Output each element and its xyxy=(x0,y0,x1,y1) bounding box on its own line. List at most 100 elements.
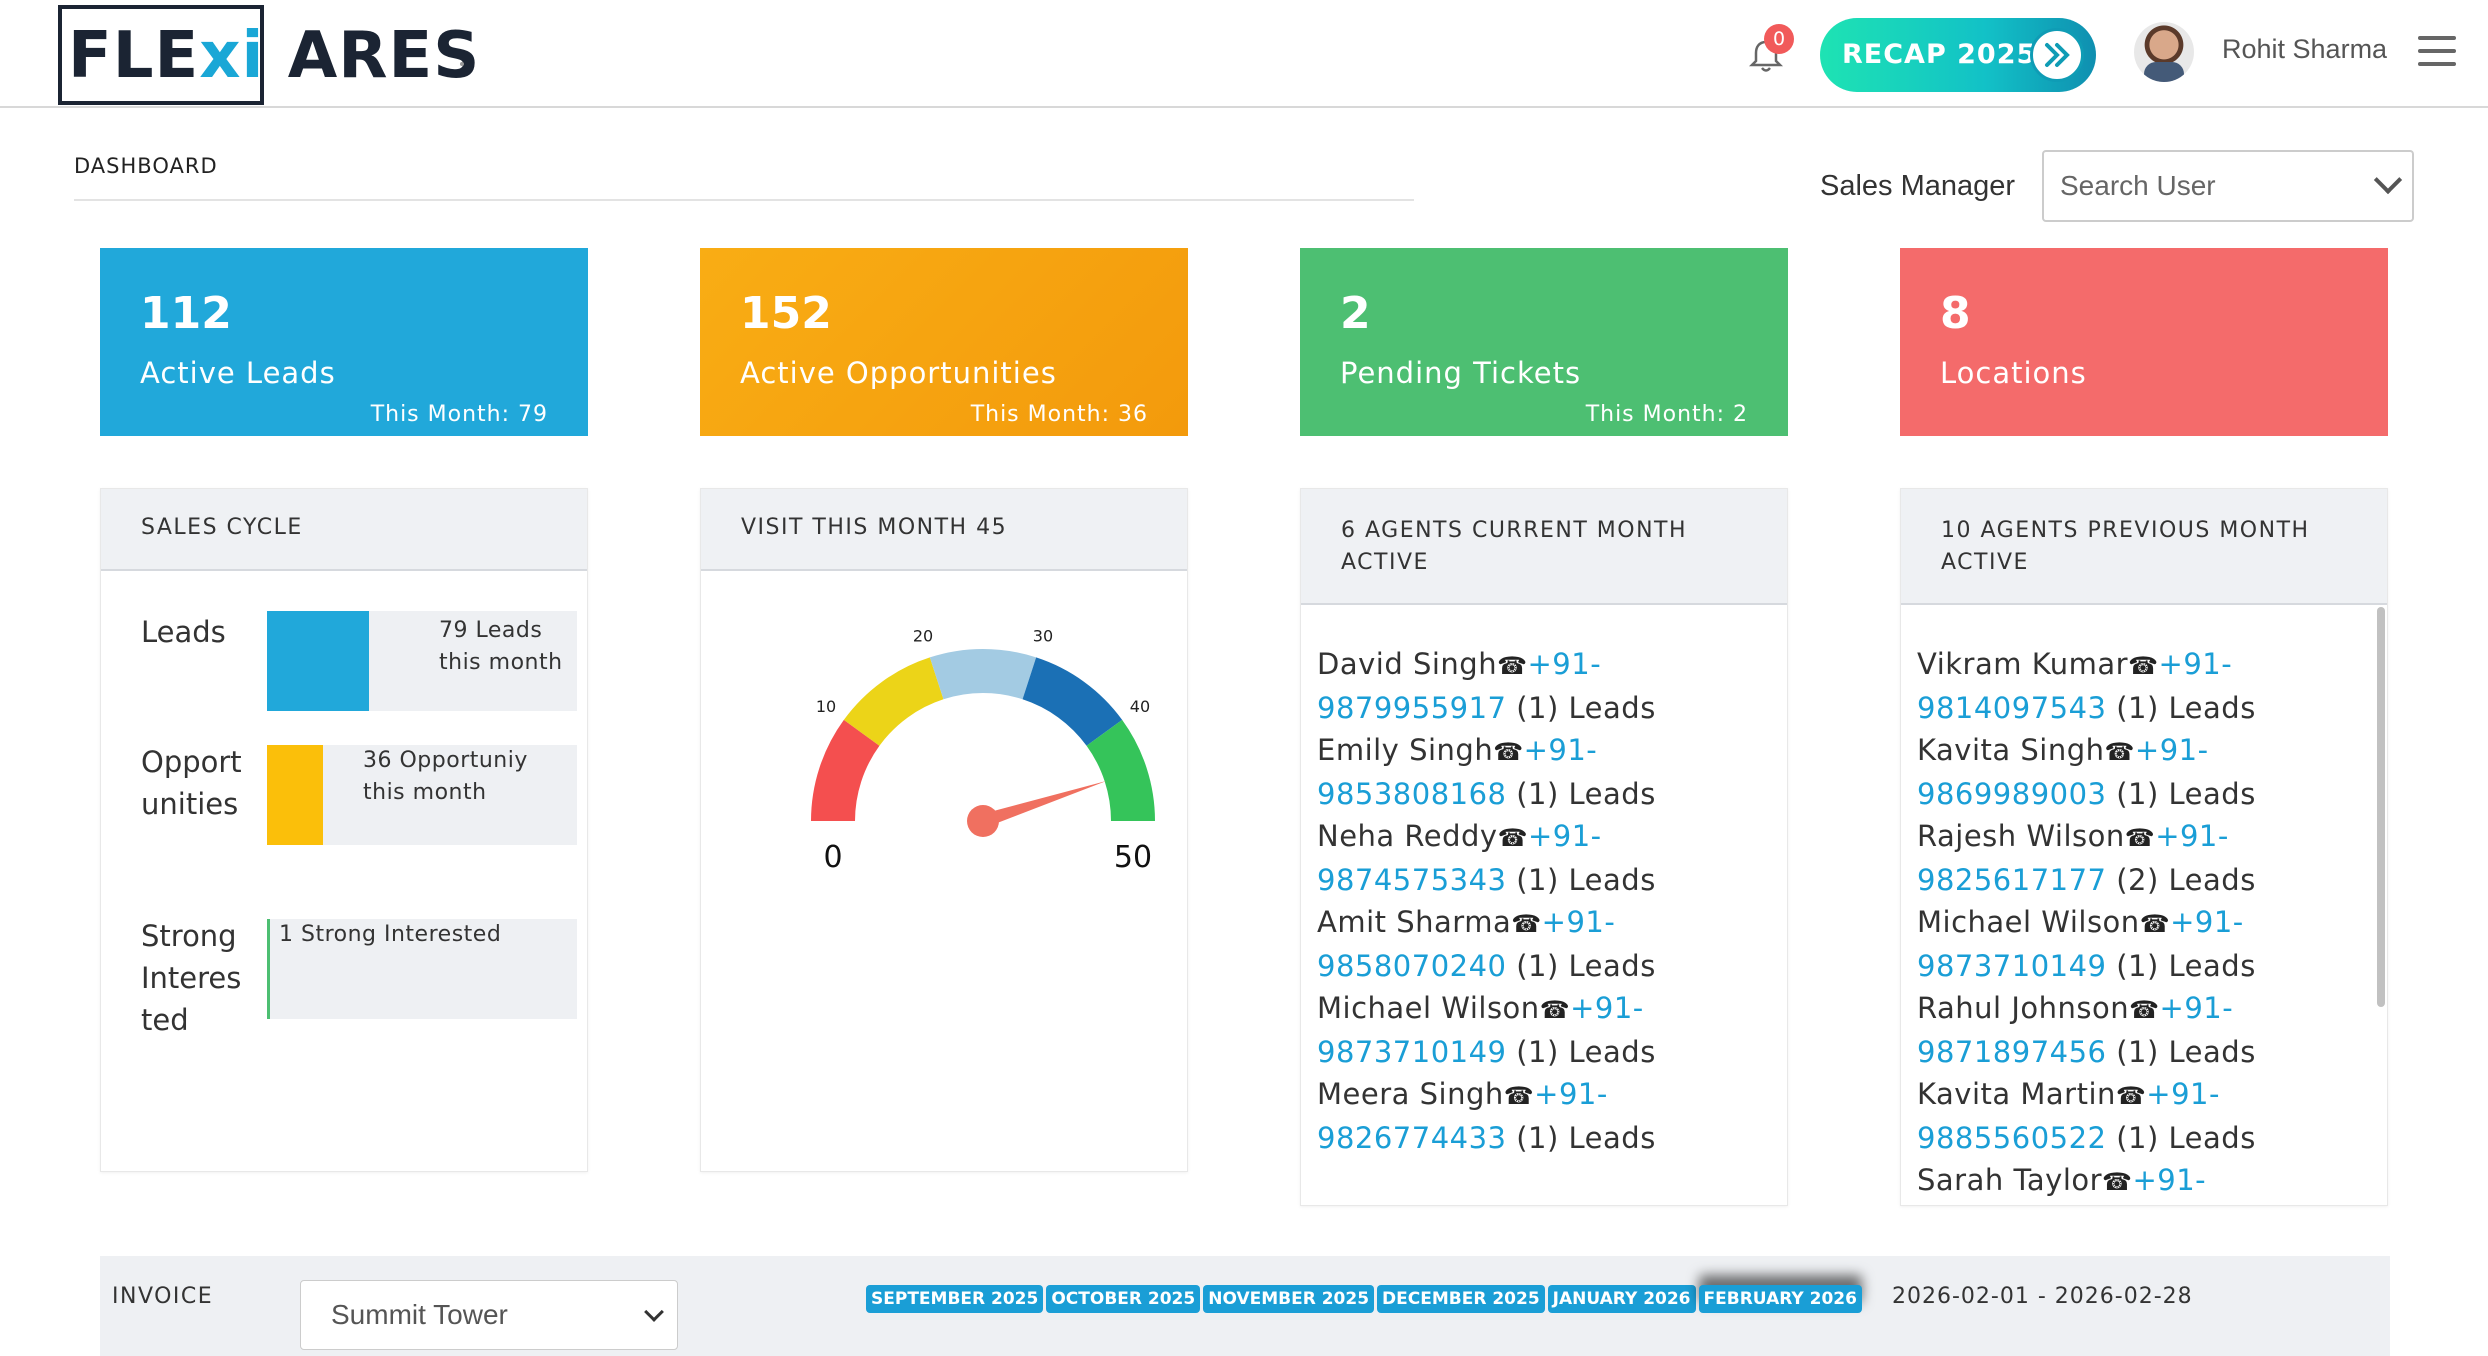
month-tab[interactable]: SEPTEMBER 2025 xyxy=(866,1285,1044,1313)
agent-leads: (1) Leads xyxy=(2106,691,2256,725)
gauge-segment xyxy=(811,719,880,821)
gauge-tick-label: 30 xyxy=(1033,626,1053,645)
agent-leads: (1) Leads xyxy=(1506,691,1656,725)
agent-leads: (1) Leads xyxy=(2106,1121,2256,1155)
phone-icon: ☎ xyxy=(1493,738,1524,766)
notification-badge: 0 xyxy=(1764,24,1794,54)
stat-card-pending-tickets[interactable]: 2 Pending Tickets This Month: 2 xyxy=(1300,248,1788,436)
month-tab[interactable]: NOVEMBER 2025 xyxy=(1203,1285,1375,1313)
agent-phone-link[interactable]: +91-9826774433 xyxy=(1317,1077,1608,1155)
stat-label: Pending Tickets xyxy=(1340,356,1582,390)
agent-row: Michael Wilson ☎ +91-9873710149 (1) Lead… xyxy=(1917,901,2367,987)
gauge-segment xyxy=(1022,657,1123,746)
gauge-end-label: 0 xyxy=(823,840,842,875)
hamburger-menu-icon[interactable] xyxy=(2418,36,2456,68)
recap-2025-button[interactable]: RECAP 2025 xyxy=(1820,18,2096,92)
agent-name: Kavita Singh xyxy=(1917,733,2105,767)
agent-row: Michael Wilson ☎ +91-9873710149 (1) Lead… xyxy=(1317,987,1767,1073)
avatar[interactable] xyxy=(2134,22,2194,82)
agent-row: Emily Singh ☎ +91-9853808168 (1) Leads xyxy=(1317,729,1767,815)
agent-phone-link[interactable]: +91-9879955917 xyxy=(1317,647,1602,725)
agent-row: Amit Sharma ☎ +91-9858070240 (1) Leads xyxy=(1317,901,1767,987)
date-range: 2026-02-01 - 2026-02-28 xyxy=(1892,1284,2193,1309)
bar-text: 1 Strong Interested xyxy=(279,922,502,947)
agent-row: Vikram Kumar ☎ +91-9814097543 (1) Leads xyxy=(1917,643,2367,729)
agent-row: Sarah Taylor ☎ +91- xyxy=(1917,1159,2367,1203)
month-tab[interactable]: DECEMBER 2025 xyxy=(1377,1285,1545,1313)
visits-panel: VISIT THIS MONTH 45 10 20 30 40 0 50 xyxy=(700,488,1188,1172)
panel-title: VISIT THIS MONTH 45 xyxy=(701,489,1187,571)
stat-month: This Month: 36 xyxy=(970,402,1148,427)
top-header: FLExi ARES 0 RECAP 2025 Rohit Sharma xyxy=(0,0,2488,108)
bar-text: 36 Opportuniy this month xyxy=(363,748,528,805)
phone-icon: ☎ xyxy=(2102,1168,2133,1196)
agent-leads: (1) Leads xyxy=(1506,1121,1656,1155)
gauge-tick-label: 20 xyxy=(913,626,933,645)
panel-title-line2: ACTIVE xyxy=(1941,550,2029,575)
agent-phone-link[interactable]: +91-9825617177 xyxy=(1917,819,2229,897)
agent-name: Rajesh Wilson xyxy=(1917,819,2125,853)
phone-icon: ☎ xyxy=(1497,824,1528,852)
agent-phone-link[interactable]: +91-9885560522 xyxy=(1917,1077,2220,1155)
stat-value: 8 xyxy=(1940,288,1971,339)
search-user-select[interactable]: Search User xyxy=(2042,150,2414,222)
scrollbar[interactable] xyxy=(2377,607,2385,1007)
sales-cycle-bar-strong-interested[interactable]: 1 Strong Interested xyxy=(267,919,577,1019)
month-tab[interactable]: JANUARY 2026 xyxy=(1547,1285,1696,1313)
agent-phone-link[interactable]: +91-9853808168 xyxy=(1317,733,1598,811)
stat-card-active-leads[interactable]: 112 Active Leads This Month: 79 xyxy=(100,248,588,436)
gauge-segment xyxy=(929,649,1037,700)
gauge-tick-label: 10 xyxy=(816,697,836,716)
panel-title-line1: 6 AGENTS CURRENT MONTH xyxy=(1341,518,1688,543)
sales-cycle-label: Leads xyxy=(141,615,226,649)
chevron-down-icon xyxy=(644,1302,664,1322)
phone-icon: ☎ xyxy=(1497,652,1528,680)
agent-phone-link[interactable]: +91-9873710149 xyxy=(1917,905,2244,983)
agent-leads: (1) Leads xyxy=(2106,1035,2256,1069)
sales-cycle-bar-leads[interactable]: 79 Leads this month xyxy=(267,611,577,711)
stat-value: 112 xyxy=(140,288,232,339)
logo-text-left: FLE xyxy=(68,19,200,93)
agent-row: Rahul Johnson ☎ +91-9871897456 (1) Leads xyxy=(1917,987,2367,1073)
double-chevron-right-icon xyxy=(2030,28,2084,82)
invoice-bar: INVOICE Summit Tower SEPTEMBER 2025 OCTOB… xyxy=(100,1256,2390,1356)
month-tab[interactable]: FEBRUARY 2026 xyxy=(1698,1285,1862,1313)
visits-gauge: 10 20 30 40 0 50 xyxy=(811,626,1155,875)
logo[interactable]: FLExi ARES xyxy=(68,18,480,94)
agent-phone-link[interactable]: +91- xyxy=(2132,1163,2207,1197)
location-select[interactable]: Summit Tower xyxy=(300,1280,678,1350)
agent-name: Meera Singh xyxy=(1317,1077,1504,1111)
phone-icon: ☎ xyxy=(2129,996,2160,1024)
agent-phone-link[interactable]: +91-9814097543 xyxy=(1917,647,2233,725)
user-name[interactable]: Rohit Sharma xyxy=(2222,34,2388,64)
gauge-hub xyxy=(967,805,999,837)
agent-phone-link[interactable]: +91-9869989003 xyxy=(1917,733,2209,811)
stat-card-active-opportunities[interactable]: 152 Active Opportunities This Month: 36 xyxy=(700,248,1188,436)
agent-name: Michael Wilson xyxy=(1917,905,2140,939)
agent-list-scroll[interactable]: Vikram Kumar ☎ +91-9814097543 (1) Leads K… xyxy=(1901,607,2387,1205)
logo-frame[interactable] xyxy=(58,5,264,105)
agent-phone-link[interactable]: +91-9874575343 xyxy=(1317,819,1602,897)
stat-label: Active Leads xyxy=(140,356,336,390)
logo-text-right: ARES xyxy=(264,19,481,93)
stat-label: Active Opportunities xyxy=(740,356,1057,390)
agent-leads: (1) Leads xyxy=(1506,863,1656,897)
stat-value: 152 xyxy=(740,288,832,339)
agent-name: Kavita Martin xyxy=(1917,1077,2116,1111)
agent-phone-link[interactable]: +91-9858070240 xyxy=(1317,905,1616,983)
panel-title: SALES CYCLE xyxy=(101,489,587,571)
agent-row: David Singh ☎ +91-9879955917 (1) Leads xyxy=(1317,643,1767,729)
invoice-label: INVOICE xyxy=(112,1284,214,1309)
gauge-end-label: 50 xyxy=(1114,840,1152,875)
agent-leads: (1) Leads xyxy=(2106,777,2256,811)
sales-cycle-bar-opportunities[interactable]: 36 Opportuniy this month xyxy=(267,745,577,845)
gauge-needle xyxy=(980,780,1107,828)
stat-label: Locations xyxy=(1940,356,2087,390)
agent-list: David Singh ☎ +91-9879955917 (1) Leads Em… xyxy=(1317,643,1767,1159)
agent-phone-link[interactable]: +91-9873710149 xyxy=(1317,991,1644,1069)
bar-fill xyxy=(267,745,323,845)
agent-phone-link[interactable]: +91-9871897456 xyxy=(1917,991,2234,1069)
agent-row: Kavita Martin ☎ +91-9885560522 (1) Leads xyxy=(1917,1073,2367,1159)
stat-card-locations[interactable]: 8 Locations xyxy=(1900,248,2388,436)
month-tab[interactable]: OCTOBER 2025 xyxy=(1046,1285,1201,1313)
